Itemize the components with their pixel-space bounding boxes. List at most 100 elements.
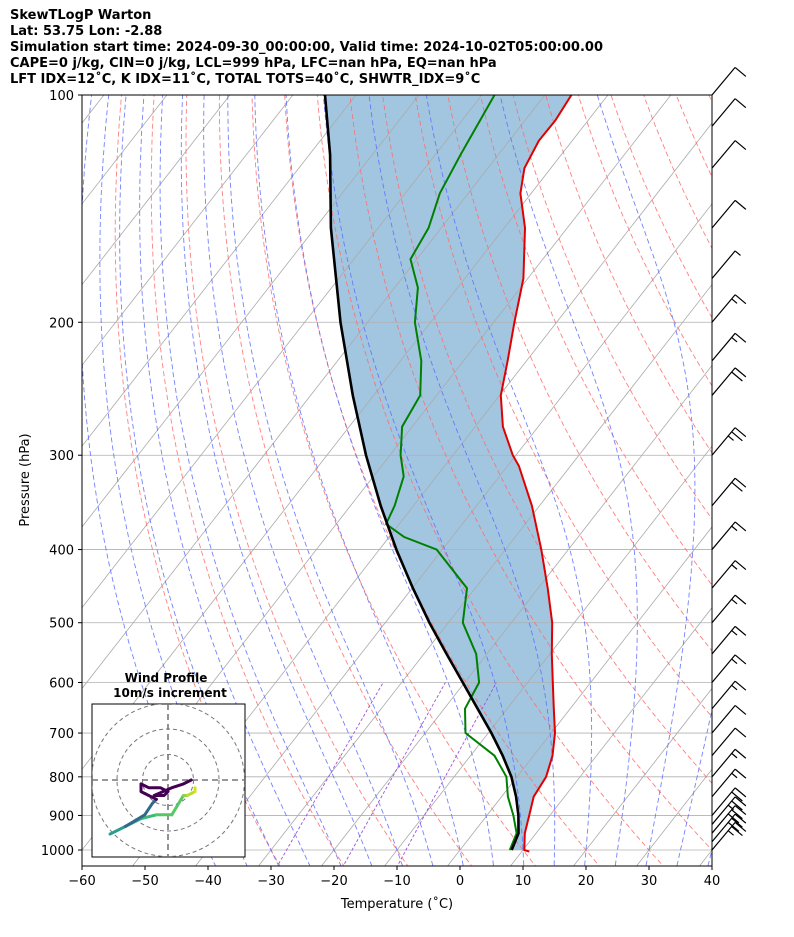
wind-barb-half-flag bbox=[731, 336, 738, 343]
y-tick-label: 700 bbox=[49, 727, 74, 742]
dry-adiabat bbox=[545, 95, 712, 454]
wind-barb-flag bbox=[734, 654, 747, 665]
dry-adiabat bbox=[150, 95, 345, 866]
wind-barb-flag bbox=[734, 140, 747, 151]
dry-adiabat bbox=[643, 95, 712, 250]
moist-adiabat bbox=[425, 95, 593, 866]
y-tick-label: 200 bbox=[49, 316, 74, 331]
dry-adiabat bbox=[414, 95, 712, 718]
wind-barb-staff bbox=[711, 748, 736, 778]
moist-adiabat bbox=[285, 95, 494, 866]
moist-adiabat bbox=[227, 95, 434, 866]
wind-barb-flag bbox=[731, 371, 743, 382]
hodograph-low-trace bbox=[124, 797, 158, 828]
x-axis-label: Temperature (˚C) bbox=[340, 896, 453, 912]
dry-adiabat bbox=[218, 95, 473, 866]
dry-adiabat bbox=[349, 95, 712, 851]
wind-barb-half-flag bbox=[731, 658, 738, 665]
wind-barb-half-flag bbox=[734, 250, 741, 256]
wind-barbs bbox=[711, 66, 747, 851]
wind-barb-staff bbox=[711, 98, 736, 127]
wind-barb-flag bbox=[731, 826, 743, 837]
y-tick-label: 100 bbox=[49, 89, 74, 104]
wind-barb-staff bbox=[711, 654, 736, 683]
wind-barb-flag bbox=[731, 481, 743, 492]
x-tick-label: 20 bbox=[578, 874, 595, 889]
dry-adiabat bbox=[114, 95, 281, 866]
wind-barb-flag bbox=[734, 625, 747, 636]
wind-barb-flag bbox=[734, 680, 747, 691]
moist-adiabat bbox=[707, 848, 712, 866]
moist-adiabat bbox=[180, 95, 373, 866]
isotherm bbox=[195, 203, 712, 866]
isotherm bbox=[82, 95, 168, 205]
dry-adiabat bbox=[316, 95, 664, 866]
wind-barb-staff bbox=[711, 560, 736, 589]
mixing-ratio-line bbox=[342, 682, 446, 866]
wind-barb-flag bbox=[734, 199, 747, 210]
wind-barb-flag bbox=[734, 813, 747, 824]
wind-barb-flag bbox=[734, 821, 747, 832]
moist-adiabat bbox=[139, 95, 311, 866]
y-tick-label: 600 bbox=[49, 677, 74, 692]
moist-adiabat bbox=[676, 707, 712, 866]
isotherm bbox=[82, 95, 357, 447]
y-tick-label: 1000 bbox=[41, 844, 74, 859]
wind-barb-flag bbox=[734, 477, 747, 488]
wind-barb-flag bbox=[734, 332, 747, 343]
wind-barb-staff bbox=[711, 680, 736, 710]
wind-barb-flag bbox=[734, 427, 747, 438]
dry-adiabat bbox=[512, 95, 712, 520]
wind-barb-staff bbox=[711, 768, 736, 798]
wind-barb-flag bbox=[734, 521, 747, 532]
wind-barb-staff bbox=[711, 367, 736, 396]
wind-barb-half-flag bbox=[727, 804, 734, 811]
moist-adiabat bbox=[119, 95, 280, 866]
x-tick-label: −50 bbox=[131, 874, 158, 889]
isotherm bbox=[751, 60, 794, 881]
dry-adiabat bbox=[382, 95, 712, 784]
profile-lines bbox=[323, 95, 573, 853]
wind-barb-flag bbox=[734, 805, 747, 816]
chart-title: SkewTLogP Warton bbox=[10, 8, 152, 23]
dry-adiabats bbox=[114, 95, 712, 866]
mixing-ratio-lines bbox=[276, 682, 497, 866]
parcel-indices-line: CAPE=0 j/kg, CIN=0 j/kg, LCL=999 hPa, LF… bbox=[10, 56, 497, 71]
hodograph-segment bbox=[139, 813, 158, 821]
time-line: Simulation start time: 2024-09-30_00:00:… bbox=[10, 40, 603, 55]
wind-barb-flag bbox=[731, 791, 743, 802]
wind-barb-staff bbox=[711, 626, 736, 655]
wind-barb-flag bbox=[734, 560, 747, 571]
cin-area bbox=[325, 95, 572, 850]
wind-barb-staff bbox=[711, 805, 736, 834]
x-tick-label: 40 bbox=[704, 874, 721, 889]
y-tick-label: 500 bbox=[49, 617, 74, 632]
isotherm bbox=[82, 95, 546, 690]
dewpoint-line bbox=[384, 95, 518, 851]
wind-barb-staff bbox=[711, 250, 736, 279]
stability-indices-line: LFT IDX=12˚C, K IDX=11˚C, TOTAL TOTS=40˚… bbox=[10, 72, 481, 87]
wind-barb-half-flag bbox=[731, 564, 738, 570]
x-tick-label: 10 bbox=[515, 874, 532, 889]
inset-subtitle: 10m/s increment bbox=[113, 686, 227, 700]
wind-barb-staff bbox=[711, 294, 736, 323]
mixing-ratio-line bbox=[396, 682, 497, 866]
dry-adiabat bbox=[251, 95, 537, 866]
isotherm bbox=[0, 60, 68, 881]
isotherm bbox=[510, 607, 712, 866]
wind-barb-flag bbox=[731, 431, 743, 442]
isotherm bbox=[636, 768, 712, 866]
parcel-line bbox=[323, 95, 520, 851]
y-tick-label: 300 bbox=[49, 449, 74, 464]
wind-barb-flag bbox=[734, 367, 747, 378]
hodograph-upper-trace bbox=[139, 778, 193, 801]
wind-barb-half-flag bbox=[731, 525, 738, 532]
wind-barb-flag bbox=[734, 768, 747, 779]
isotherm bbox=[573, 687, 712, 866]
y-axis-ticks: 1000 900 800 700 600 500 400 300 200 100 bbox=[41, 89, 82, 859]
wind-barb-staff bbox=[711, 787, 736, 816]
isotherm bbox=[82, 95, 420, 528]
moist-adiabats bbox=[82, 95, 712, 866]
isotherm bbox=[82, 95, 231, 286]
y-tick-label: 800 bbox=[49, 771, 74, 786]
